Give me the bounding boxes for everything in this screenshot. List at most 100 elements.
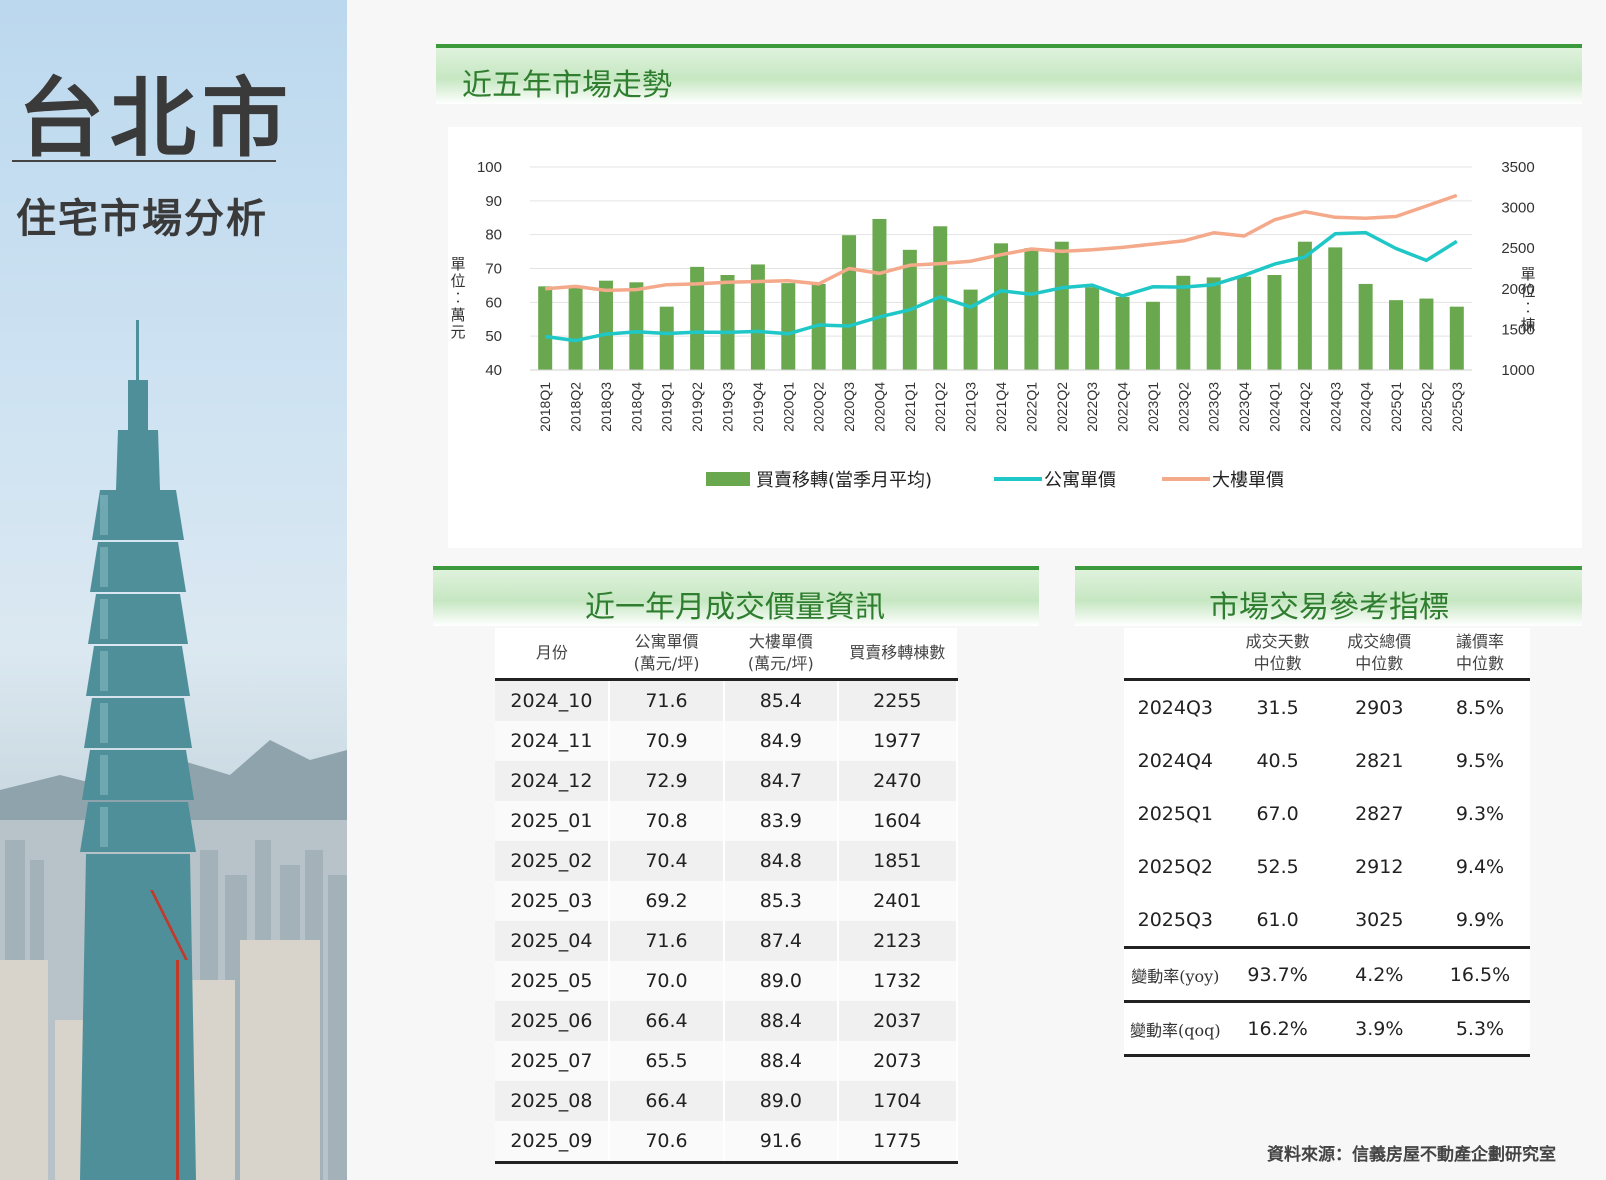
table-row: 2025_03 69.2 85.3 2401 — [495, 881, 959, 921]
table-cell: 2903 — [1328, 679, 1430, 734]
x-tick-label: 2020Q4 — [871, 382, 887, 432]
x-tick-label: 2021Q2 — [932, 382, 948, 432]
table-cell: 8.5% — [1429, 679, 1530, 734]
col-header-line1: 成交天數 — [1245, 632, 1310, 651]
bar — [1389, 300, 1404, 370]
monthly-col-month: 月份 — [495, 628, 609, 681]
table-row: 2025_08 66.4 89.0 1704 — [495, 1081, 959, 1121]
bar — [842, 235, 857, 370]
table-cell: 2025_02 — [495, 841, 610, 881]
table-cell: 31.5 — [1226, 679, 1329, 734]
trend-header-label: 近五年市場走勢 — [462, 68, 672, 103]
bar — [1176, 275, 1191, 370]
table-cell: 2025Q2 — [1124, 840, 1227, 893]
series-line-1 — [544, 230, 1458, 343]
legend-label: 大樓單價 — [1212, 470, 1284, 491]
col-header-line1: 月份 — [535, 643, 568, 662]
x-tick-label: 2022Q1 — [1023, 382, 1039, 432]
table-cell: 2025_05 — [495, 961, 610, 1001]
table-cell: 61.0 — [1226, 893, 1329, 949]
table-cell: 2470 — [837, 761, 959, 801]
bar — [1449, 306, 1464, 370]
table-cell: 66.4 — [608, 1081, 726, 1121]
table-cell: 2025_09 — [495, 1121, 610, 1164]
y-right-axis-label: 單 — [1520, 265, 1535, 283]
monthly-table: 月份 公寓單價 (萬元/坪) 大樓單價 (萬元/坪) 買賣移轉棟數 2024_10 7… — [495, 628, 959, 1164]
x-tick-label: 2023Q1 — [1145, 382, 1161, 432]
table-row: 2024Q3 31.5 2903 8.5% — [1124, 679, 1530, 734]
table-cell: 4.2% — [1328, 947, 1430, 1003]
table-cell: 2024_12 — [495, 761, 610, 801]
bar — [1419, 298, 1434, 370]
x-tick-label: 2018Q3 — [598, 382, 614, 432]
table-cell: 9.9% — [1429, 893, 1530, 949]
taipei-skyline-image — [0, 320, 347, 1180]
x-tick-label: 2019Q4 — [750, 382, 766, 432]
table-cell: 2821 — [1328, 734, 1430, 787]
x-tick-label: 2020Q2 — [811, 382, 827, 432]
table-cell: 1851 — [837, 841, 959, 881]
table-cell: 1775 — [837, 1121, 959, 1164]
series-line-2 — [545, 193, 1458, 293]
table-cell: 70.8 — [608, 801, 726, 841]
table-cell: 2025_01 — [495, 801, 610, 841]
table-cell: 88.4 — [724, 1001, 839, 1041]
table-cell: 84.7 — [724, 761, 839, 801]
table-cell: 83.9 — [724, 801, 839, 841]
y-left-tick-label: 50 — [485, 328, 502, 345]
table-cell: 85.3 — [724, 881, 839, 921]
table-cell: 85.4 — [724, 679, 839, 721]
left-panel: 台北市 住宅市場分析 — [0, 0, 347, 1180]
title-divider — [12, 160, 276, 162]
bar — [994, 243, 1008, 370]
bar — [1054, 241, 1069, 370]
x-tick-label: 2021Q1 — [902, 382, 918, 432]
x-tick-label: 2021Q4 — [993, 382, 1009, 432]
bar — [568, 285, 583, 370]
table-cell: 2025_06 — [495, 1001, 610, 1041]
bar — [1024, 248, 1039, 370]
city-subtitle: 住宅市場分析 — [16, 196, 268, 242]
y-left-tick-label: 90 — [485, 193, 502, 210]
col-header-line1: 議價率 — [1455, 632, 1504, 651]
table-cell: 2024Q3 — [1124, 679, 1227, 734]
col-header-line2: 中位數 — [1253, 654, 1302, 673]
bar — [598, 280, 613, 370]
indicator-table: 成交天數 中位數 成交總價 中位數 議價率 中位數 2024Q3 31.5 2903 8.5… — [1124, 628, 1530, 1057]
table-cell: 2025_07 — [495, 1041, 610, 1081]
table-cell: 70.9 — [608, 721, 726, 761]
city-title: 台北市 — [18, 69, 294, 169]
y-left-axis-label: 單 — [450, 255, 465, 273]
table-cell: 16.2% — [1226, 1001, 1329, 1057]
table-cell: 2025_03 — [495, 881, 610, 921]
x-tick-label: 2019Q2 — [689, 382, 705, 432]
monthly-header-label: 近一年月成交價量資訊 — [585, 590, 885, 625]
table-cell: 2912 — [1328, 840, 1430, 893]
indicator-col-price: 成交總價 中位數 — [1328, 628, 1430, 681]
table-cell: 87.4 — [724, 921, 839, 961]
table-cell: 2255 — [837, 679, 959, 721]
y-right-tick-label: 3000 — [1501, 200, 1534, 217]
x-tick-label: 2020Q3 — [841, 382, 857, 432]
bar — [1358, 283, 1373, 370]
indicator-table-header-row: 成交天數 中位數 成交總價 中位數 議價率 中位數 — [1124, 628, 1530, 681]
col-header-line1: 公寓單價 — [634, 632, 699, 651]
legend-label: 公寓單價 — [1044, 470, 1116, 491]
table-row: 2024Q4 40.5 2821 9.5% — [1124, 734, 1530, 787]
x-tick-label: 2024Q3 — [1327, 382, 1343, 432]
bar — [963, 289, 978, 370]
x-tick-label: 2021Q3 — [963, 382, 979, 432]
table-cell: 70.6 — [608, 1121, 726, 1164]
y-left-tick-label: 80 — [485, 227, 502, 244]
y-left-tick-label: 40 — [485, 362, 502, 379]
x-tick-label: 2025Q1 — [1388, 382, 1404, 432]
table-cell: 2025_04 — [495, 921, 610, 961]
y-right-tick-label: 2000 — [1501, 281, 1534, 298]
legend-swatch — [706, 472, 750, 486]
x-tick-label: 2024Q1 — [1266, 382, 1282, 432]
monthly-col-transfers: 買賣移轉棟數 — [837, 628, 957, 681]
y-left-tick-label: 60 — [485, 294, 502, 311]
y-left-axis-label: ︰ — [450, 289, 465, 307]
table-row: 2025Q1 67.0 2827 9.3% — [1124, 787, 1530, 840]
table-cell: 69.2 — [608, 881, 726, 921]
